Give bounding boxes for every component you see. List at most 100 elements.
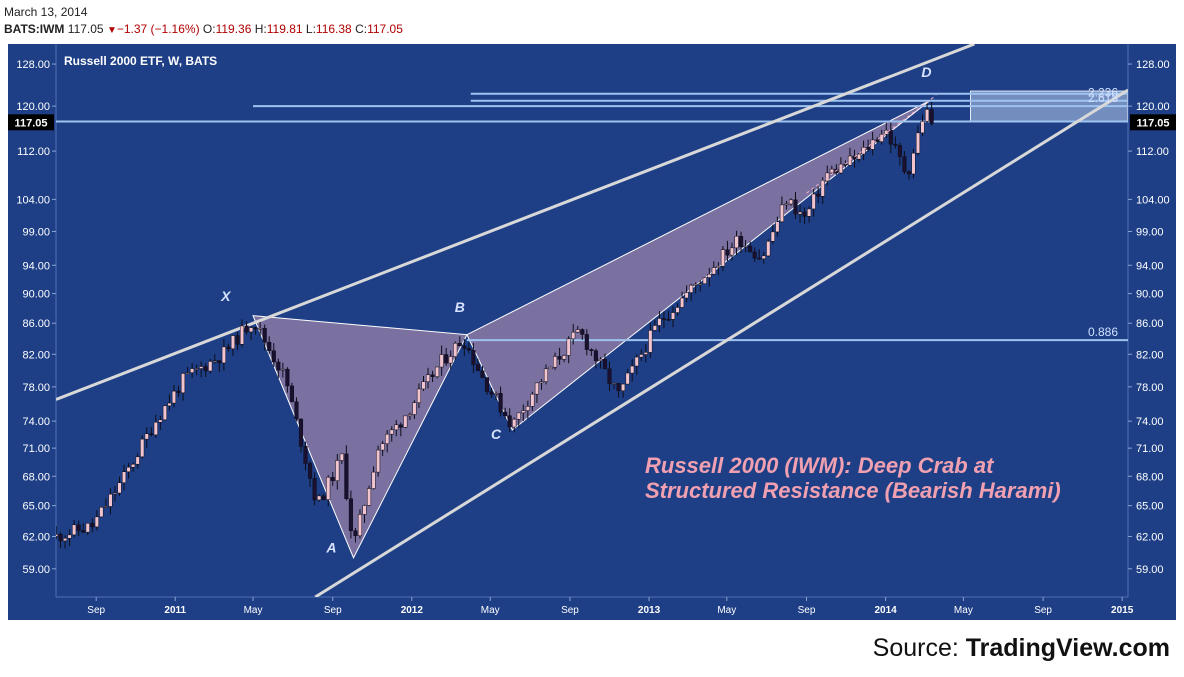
candle-up — [761, 255, 766, 260]
candle-up — [194, 368, 199, 370]
candle-up — [435, 366, 440, 377]
annotation-line-2: Structured Resistance (Bearish Harami) — [645, 478, 1061, 503]
candle-up — [63, 537, 68, 542]
candle-up — [380, 443, 385, 451]
y-tick-label-right: 82.00 — [1136, 349, 1164, 361]
candle-up — [861, 147, 866, 155]
candle-up — [807, 208, 812, 217]
candle-down — [584, 334, 589, 350]
fib-level-label: 0.886 — [1088, 325, 1118, 339]
candle-down — [348, 498, 353, 532]
y-tick-label-left: 90.00 — [22, 289, 50, 301]
candle-up — [711, 267, 716, 275]
y-tick-label-right: 78.00 — [1136, 382, 1164, 394]
candle-down — [475, 364, 480, 372]
candle-up — [439, 354, 444, 368]
candle-up — [56, 534, 59, 537]
candle-down — [90, 523, 95, 528]
source-name[interactable]: TradingView.com — [965, 634, 1170, 662]
candle-up — [770, 231, 775, 242]
candle-up — [643, 352, 648, 355]
candle-up — [670, 312, 676, 320]
candle-up — [652, 325, 657, 331]
candle-up — [190, 368, 195, 373]
low-value: 116.38 — [315, 22, 352, 36]
candle-up — [534, 382, 539, 395]
candle-up — [829, 168, 834, 174]
candle-down — [298, 418, 304, 447]
y-tick-label-right: 74.00 — [1136, 416, 1164, 428]
candle-down — [589, 349, 594, 351]
x-tick-label: May — [244, 605, 263, 616]
candle-down — [802, 211, 807, 217]
y-tick-label-right: 65.00 — [1136, 501, 1164, 513]
candle-up — [258, 327, 263, 330]
candle-up — [884, 129, 889, 135]
candle-up — [376, 449, 381, 473]
candle-down — [752, 251, 757, 259]
candle-down — [321, 495, 326, 500]
candle-up — [920, 121, 925, 134]
y-tick-label-right: 62.00 — [1136, 531, 1164, 543]
candle-down — [58, 534, 63, 542]
candle-down — [267, 341, 272, 351]
candle-up — [598, 358, 603, 361]
price-chart[interactable]: 59.00 59.00 62.00 62.00 65.00 65.00 68.00 68.00… — [0, 40, 1184, 624]
candle-down — [462, 345, 467, 349]
candle-down — [666, 319, 671, 321]
candle-up — [221, 346, 226, 364]
y-tick-label-left: 128.00 — [16, 59, 50, 71]
candle-up — [516, 412, 521, 420]
candle-down — [312, 478, 317, 501]
candle-up — [684, 292, 689, 299]
pattern-point-label-c: C — [491, 426, 502, 442]
candle-up — [126, 466, 131, 472]
x-tick-label: Sep — [798, 605, 816, 616]
candle-down — [557, 356, 562, 360]
candle-up — [680, 297, 685, 308]
candle-up — [249, 327, 254, 333]
candle-down — [330, 477, 335, 481]
channel-upper-line — [56, 44, 975, 401]
candle-down — [503, 411, 508, 416]
candle-up — [788, 199, 794, 205]
x-tick-label: May — [717, 605, 736, 616]
candle-up — [407, 414, 412, 417]
candle-down — [906, 171, 911, 175]
candle-down — [489, 391, 494, 395]
candle-down — [457, 343, 462, 347]
y-tick-label-left: 94.00 — [22, 260, 50, 272]
candle-down — [739, 235, 744, 248]
candle-up — [108, 493, 113, 507]
candle-down — [507, 415, 512, 428]
candle-up — [521, 410, 526, 414]
candle-up — [915, 132, 921, 154]
candle-up — [720, 249, 725, 267]
candle-down — [498, 393, 503, 413]
candle-down — [607, 368, 612, 384]
candle-up — [648, 330, 653, 353]
x-tick-label: Sep — [87, 605, 105, 616]
candle-up — [416, 388, 422, 403]
candle-down — [852, 155, 857, 160]
y-tick-label-left: 82.00 — [22, 349, 50, 361]
candle-up — [693, 283, 698, 286]
candle-down — [203, 366, 208, 372]
candle-up — [634, 356, 639, 367]
candle-down — [616, 383, 621, 392]
candle-down — [793, 199, 798, 215]
source-prefix: Source: — [872, 634, 966, 662]
candle-up — [135, 456, 140, 465]
candle-down — [289, 385, 294, 402]
y-tick-label-left: 99.00 — [22, 226, 50, 238]
candle-down — [725, 249, 730, 256]
chart-date: March 13, 2014 — [4, 5, 88, 19]
candle-up — [335, 460, 340, 481]
candle-up — [421, 381, 426, 390]
candle-up — [811, 193, 816, 210]
channel-lower-line — [314, 88, 1128, 597]
candle-up — [158, 419, 163, 423]
candle-down — [593, 350, 598, 361]
close-label: C: — [355, 22, 368, 36]
x-tick-label: 2015 — [1111, 605, 1134, 616]
